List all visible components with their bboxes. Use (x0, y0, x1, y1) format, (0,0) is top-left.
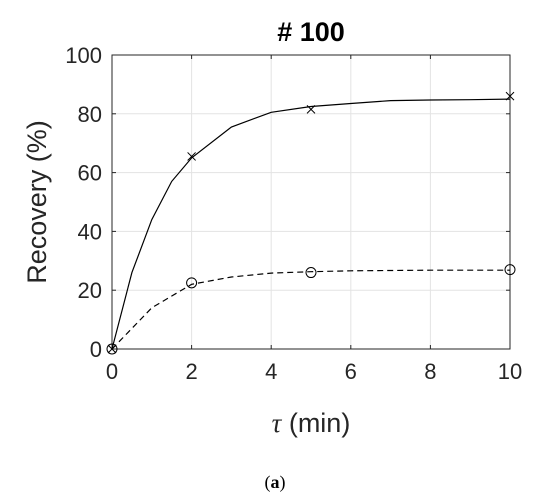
x-tick-label: 10 (498, 359, 522, 384)
chart-title: # 100 (277, 17, 345, 47)
x-axis-unit: (min) (281, 408, 350, 438)
grid-lines (112, 55, 510, 349)
series-group (106, 91, 516, 355)
series-dashed-line (111, 269, 510, 350)
o-marker-point (186, 277, 198, 289)
x-tick-label: 2 (185, 359, 197, 384)
y-axis-label: Recovery (%) (22, 120, 52, 284)
x-axis-label: τ (min) (272, 408, 351, 438)
x-tick-label: 4 (265, 359, 277, 384)
o-marker-point (305, 267, 317, 279)
o-marker-point (504, 264, 516, 276)
x-tick-label: 8 (424, 359, 436, 384)
x-marker-point (187, 152, 196, 161)
figure-caption: (a) (265, 472, 286, 493)
series-solid-line (111, 98, 511, 350)
plot-frame (111, 54, 511, 350)
y-tick-label: 80 (78, 102, 102, 127)
x-tick-label: 6 (345, 359, 357, 384)
x-tick-label: 0 (106, 359, 118, 384)
y-tick-label: 60 (78, 161, 102, 186)
x-marker-point (107, 344, 117, 354)
y-tick-label: 40 (78, 219, 102, 244)
caption-close: ) (280, 472, 286, 493)
x-marker-point (306, 105, 316, 114)
x-axis-symbol: τ (272, 408, 283, 438)
caption-open: ( (265, 472, 271, 493)
y-tick-label: 0 (90, 337, 102, 362)
y-tick-label: 100 (65, 43, 102, 68)
x-marker-point (505, 91, 515, 101)
caption-letter: a (271, 472, 280, 492)
y-tick-label: 20 (78, 278, 102, 303)
o-marker-point (106, 343, 118, 355)
